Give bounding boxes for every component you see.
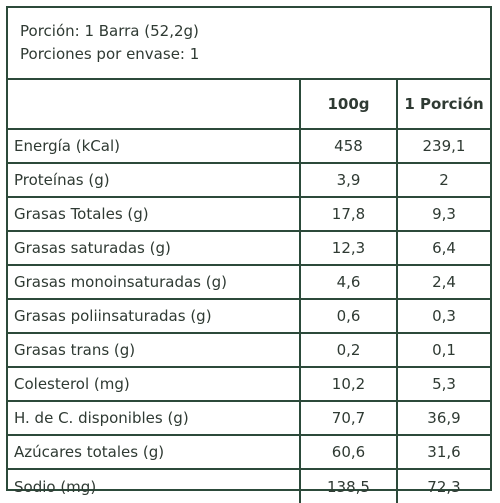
value-portion: 0,3: [396, 298, 490, 333]
value-portion: 5,3: [396, 366, 490, 401]
value-100g: 70,7: [299, 400, 397, 435]
nutrient-label: Grasas poliinsaturadas (g): [8, 298, 300, 333]
nutrient-label: Grasas monoinsaturadas (g): [8, 264, 300, 299]
nutrition-facts-panel: Porción: 1 Barra (52,2g) Porciones por e…: [6, 6, 492, 503]
value-100g: 4,6: [299, 264, 397, 299]
value-portion: 239,1: [396, 128, 490, 163]
value-portion: 0,1: [396, 332, 490, 367]
value-100g: 138,5: [299, 468, 397, 503]
nutrient-label: Colesterol (mg): [8, 366, 300, 401]
value-portion: 72,3: [396, 468, 490, 503]
table-row: Grasas Totales (g) 17,8 9,3: [8, 196, 490, 231]
value-portion: 36,9: [396, 400, 490, 435]
header-100g: 100g: [299, 80, 397, 129]
nutrient-label: H. de C. disponibles (g): [8, 400, 300, 435]
table-row: Grasas monoinsaturadas (g) 4,6 2,4: [8, 264, 490, 299]
header-nutrient: [8, 80, 300, 129]
nutrient-label: Grasas trans (g): [8, 332, 300, 367]
nutrition-table: 100g 1 Porción Energía (kCal) 458 239,1 …: [8, 80, 490, 503]
value-100g: 17,8: [299, 196, 397, 231]
header-portion: 1 Porción: [396, 80, 490, 129]
serving-info: Porción: 1 Barra (52,2g) Porciones por e…: [8, 8, 490, 80]
table-row: Azúcares totales (g) 60,6 31,6: [8, 434, 490, 469]
value-100g: 0,6: [299, 298, 397, 333]
value-portion: 9,3: [396, 196, 490, 231]
table-row: H. de C. disponibles (g) 70,7 36,9: [8, 400, 490, 435]
table-row: Grasas poliinsaturadas (g) 0,6 0,3: [8, 298, 490, 333]
nutrient-label: Sodio (mg): [8, 468, 300, 503]
nutrient-label: Grasas saturadas (g): [8, 230, 300, 265]
value-100g: 60,6: [299, 434, 397, 469]
table-row: Sodio (mg) 138,5 72,3: [8, 468, 490, 503]
table-row: Proteínas (g) 3,9 2: [8, 162, 490, 197]
value-100g: 0,2: [299, 332, 397, 367]
nutrient-label: Proteínas (g): [8, 162, 300, 197]
value-100g: 458: [299, 128, 397, 163]
value-portion: 2,4: [396, 264, 490, 299]
table-row: Grasas trans (g) 0,2 0,1: [8, 332, 490, 367]
value-portion: 6,4: [396, 230, 490, 265]
nutrient-label: Grasas Totales (g): [8, 196, 300, 231]
table-row: Colesterol (mg) 10,2 5,3: [8, 366, 490, 401]
value-portion: 2: [396, 162, 490, 197]
table-row: Energía (kCal) 458 239,1: [8, 128, 490, 163]
nutrient-label: Azúcares totales (g): [8, 434, 300, 469]
table-header-row: 100g 1 Porción: [8, 80, 490, 129]
table-row: Grasas saturadas (g) 12,3 6,4: [8, 230, 490, 265]
value-100g: 3,9: [299, 162, 397, 197]
nutrient-label: Energía (kCal): [8, 128, 300, 163]
servings-per-container: Porciones por envase: 1: [20, 45, 200, 63]
value-100g: 10,2: [299, 366, 397, 401]
serving-size: Porción: 1 Barra (52,2g): [20, 22, 199, 40]
value-portion: 31,6: [396, 434, 490, 469]
value-100g: 12,3: [299, 230, 397, 265]
